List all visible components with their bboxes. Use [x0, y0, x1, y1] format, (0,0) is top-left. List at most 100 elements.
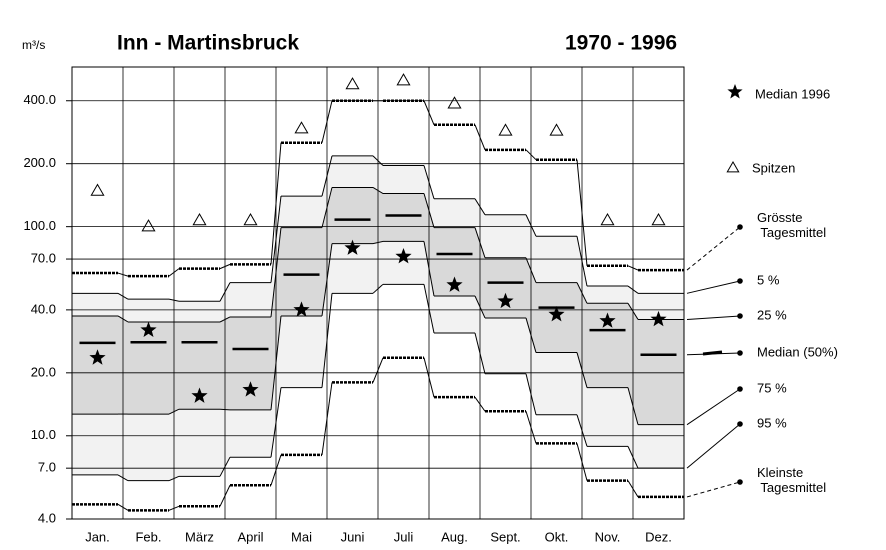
- star-marker: [140, 321, 157, 337]
- step-transition: [576, 159, 588, 266]
- step-transition: [270, 315, 282, 410]
- legend-dot: [737, 350, 743, 356]
- step-transition: [168, 298, 180, 302]
- legend-dot: [737, 479, 743, 485]
- step-transition: [270, 142, 282, 265]
- x-tick-label: Jan.: [85, 529, 110, 544]
- step-transition: [525, 317, 537, 353]
- step-transition: [576, 352, 588, 388]
- legend-dot: [737, 224, 743, 230]
- legend-connector: [686, 226, 741, 271]
- chart-title: Inn - Martinsbruck: [117, 32, 299, 55]
- legend-star: [727, 84, 743, 99]
- star-marker: [497, 292, 514, 309]
- y-tick-label: 400.0: [23, 92, 56, 107]
- x-tick-label: Juni: [341, 529, 365, 544]
- y-tick-label: 10.0: [31, 427, 56, 442]
- x-tick-label: Aug.: [441, 529, 468, 544]
- step-transition: [117, 503, 129, 511]
- legend-connector: [686, 315, 741, 320]
- step-transition: [321, 187, 333, 228]
- step-transition: [117, 315, 129, 323]
- x-tick-label: Okt.: [545, 529, 569, 544]
- step-transition: [627, 303, 639, 320]
- chart-subtitle: 1970 - 1996: [565, 32, 677, 55]
- star-marker: [242, 381, 259, 397]
- x-tick-label: Nov.: [595, 529, 621, 544]
- triangle-marker: [141, 219, 156, 232]
- step-transition: [372, 357, 384, 383]
- step-transition: [423, 241, 435, 297]
- triangle-marker: [294, 121, 309, 134]
- legend-label: 95 %: [757, 415, 787, 430]
- x-tick-label: Sept.: [490, 529, 520, 544]
- step-transition: [321, 100, 333, 143]
- step-transition: [627, 387, 639, 425]
- triangle-marker: [549, 123, 564, 136]
- triangle-marker: [447, 96, 462, 109]
- legend-label: 75 %: [757, 380, 787, 395]
- step-transition: [474, 295, 486, 319]
- star-marker: [344, 239, 361, 255]
- legend-label-line: Tagesmittel: [757, 225, 826, 240]
- legend-label-line: Grösste: [757, 210, 803, 225]
- triangle-marker: [345, 77, 360, 90]
- legend-label: Median 1996: [755, 86, 830, 101]
- y-tick-label: 4.0: [38, 510, 56, 525]
- triangle-marker: [600, 213, 615, 226]
- x-tick-label: März: [185, 529, 214, 544]
- legend-label: Kleinste Tagesmittel: [757, 465, 826, 495]
- step-transition: [321, 155, 333, 197]
- step-transition: [168, 268, 180, 277]
- triangle-marker: [243, 213, 258, 226]
- step-transition: [423, 100, 435, 125]
- star-marker: [650, 310, 667, 327]
- y-tick-label: 100.0: [23, 218, 56, 233]
- step-transition: [576, 236, 588, 287]
- step-transition: [576, 414, 588, 447]
- step-transition: [474, 124, 486, 151]
- triangle-marker: [192, 213, 207, 226]
- star-marker: [89, 349, 106, 365]
- step-transition: [270, 196, 282, 283]
- step-transition: [219, 316, 231, 323]
- step-transition: [270, 454, 282, 486]
- step-transition: [423, 193, 435, 228]
- step-transition: [423, 284, 435, 334]
- legend-connector: [686, 388, 741, 426]
- step-transition: [576, 282, 588, 304]
- step-transition: [627, 480, 639, 498]
- legend-label: 25 %: [757, 307, 787, 322]
- step-transition: [627, 265, 639, 271]
- step-transition: [423, 357, 435, 398]
- step-transition: [270, 227, 282, 318]
- step-transition: [321, 293, 333, 388]
- star-marker: [293, 301, 310, 317]
- step-transition: [168, 408, 180, 415]
- x-tick-label: April: [237, 529, 263, 544]
- x-tick-label: Dez.: [645, 529, 672, 544]
- step-transition: [168, 475, 180, 482]
- legend-bar: [702, 350, 723, 356]
- x-tick-label: Feb.: [135, 529, 161, 544]
- triangle-marker: [651, 213, 666, 226]
- y-tick-label: 20.0: [31, 364, 56, 379]
- legend-label-line: Tagesmittel: [757, 480, 826, 495]
- triangle-marker: [396, 73, 411, 86]
- legend-dot: [737, 313, 743, 319]
- y-tick-label: 40.0: [31, 301, 56, 316]
- star-marker: [191, 387, 208, 403]
- step-transition: [219, 456, 231, 477]
- legend-dot: [737, 386, 743, 392]
- step-transition: [117, 474, 129, 482]
- step-transition: [219, 263, 231, 270]
- legend-dot: [737, 278, 743, 284]
- triangle-marker: [498, 123, 513, 136]
- step-transition: [372, 155, 384, 166]
- step-transition: [423, 165, 435, 199]
- legend-connector: [686, 280, 741, 294]
- step-transition: [627, 446, 639, 469]
- step-transition: [219, 485, 231, 507]
- legend-label: Median (50%): [757, 344, 838, 359]
